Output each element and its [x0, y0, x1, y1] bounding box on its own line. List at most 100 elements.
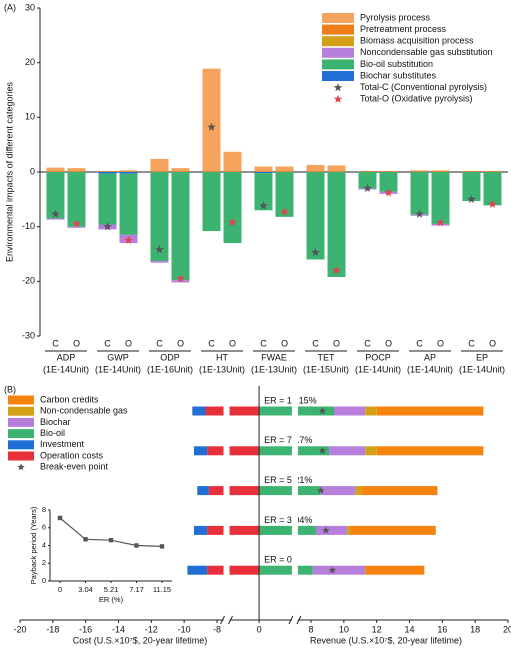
legend-label: Bio-oil: [40, 428, 65, 438]
total-marker: [384, 188, 393, 197]
bar-segment: [202, 172, 221, 232]
bar-label: C: [260, 338, 267, 348]
legend-swatch: [8, 440, 34, 450]
group-label: GWP: [107, 352, 129, 362]
y-tick-label: -20: [22, 276, 35, 286]
x-tick-label: -14: [112, 624, 125, 634]
legend-swatch: [322, 24, 354, 35]
bar-segment: [275, 172, 294, 217]
bar-segment: [462, 172, 481, 201]
bar-segment: [462, 170, 481, 172]
bar-segment: [358, 172, 377, 189]
group-unit: (1E-14Unit): [459, 364, 505, 374]
legend-swatch: [322, 13, 354, 23]
group-unit: (1E-16Unit): [147, 364, 193, 374]
panel-label: (A): [4, 2, 16, 12]
x-axis-title: Cost (U.S.×10⁷$, 20-year lifetime): [73, 635, 208, 645]
break-even-marker: [318, 407, 327, 415]
bar-label: C: [364, 338, 371, 348]
bar-segment: [223, 151, 242, 172]
legend-marker: [17, 463, 25, 471]
x-tick-label: 3.04: [78, 585, 93, 594]
group-unit: (1E-15Unit): [303, 364, 349, 374]
break-even-marker: [322, 526, 330, 534]
x-tick-label: 12: [372, 624, 382, 634]
x-tick-label: 18: [470, 624, 480, 634]
payback-point: [159, 544, 165, 549]
total-marker: [363, 183, 372, 192]
bar-segment: [379, 170, 398, 172]
axis-break-mark: [296, 615, 302, 625]
legend-label: Total-O (Oxidative pyrolysis): [360, 94, 473, 104]
x-tick-label: 14: [405, 624, 415, 634]
bar-segment: [259, 565, 313, 575]
bar-label: C: [156, 338, 163, 348]
bar-segment: [347, 525, 351, 535]
legend-swatch: [8, 395, 34, 405]
bar-segment: [410, 170, 429, 172]
bar-segment: [171, 280, 190, 283]
legend-label: Operation costs: [40, 450, 104, 460]
bar-segment: [98, 172, 117, 174]
inset-y-title: Payback period (Years): [29, 506, 38, 584]
bar-segment: [119, 173, 138, 235]
x-tick-label: -10: [178, 624, 191, 634]
bar-segment: [254, 172, 273, 174]
x-tick-label: 10: [339, 624, 349, 634]
legend-label: Pyrolysis process: [360, 12, 431, 22]
legend-marker: [333, 94, 343, 103]
bar-label: O: [229, 338, 236, 348]
bar-segment: [207, 446, 260, 456]
bar-segment: [329, 446, 366, 456]
total-marker: [103, 222, 112, 231]
bar-label: C: [104, 338, 111, 348]
y-tick-label: 30: [25, 2, 35, 12]
bar-segment: [431, 223, 450, 226]
bar-segment: [259, 486, 321, 496]
bar-label: O: [177, 338, 184, 348]
row-label: ER = 3.04%: [264, 515, 312, 525]
bar-segment: [193, 525, 208, 535]
legend-swatch: [8, 417, 34, 427]
total-marker: [415, 209, 424, 218]
bar-segment: [98, 170, 117, 172]
bar-segment: [376, 406, 484, 416]
payback-point: [108, 537, 114, 543]
legend-marker: [333, 83, 343, 92]
bar-segment: [119, 170, 138, 172]
bar-label: C: [52, 338, 59, 348]
bar-label: O: [385, 338, 392, 348]
bar-segment: [350, 525, 436, 535]
bar-segment: [46, 167, 65, 172]
bar-segment: [431, 170, 450, 172]
y-tick-label: 8: [42, 505, 46, 514]
bar-segment: [207, 525, 260, 535]
total-marker: [228, 217, 237, 226]
bar-segment: [358, 170, 377, 172]
bar-label: O: [73, 338, 80, 348]
group-unit: (1E-13Unit): [251, 364, 297, 374]
bar-segment: [119, 172, 138, 174]
bar-label: O: [437, 338, 444, 348]
axis-break-gap: [223, 386, 230, 622]
y-tick-label: 0: [30, 166, 35, 176]
bar-segment: [334, 406, 366, 416]
axis-break-gap: [291, 386, 298, 622]
bar-segment: [355, 486, 362, 496]
row-label: ER = 0: [264, 555, 292, 565]
legend-swatch: [322, 47, 354, 58]
bar-segment: [483, 170, 502, 172]
legend-swatch: [8, 429, 34, 439]
bar-segment: [327, 172, 346, 277]
bar-segment: [150, 158, 169, 172]
inset-x-title: ER (%): [99, 595, 124, 604]
bar-segment: [315, 525, 348, 535]
legend-swatch: [322, 71, 354, 81]
x-tick-label: 5.21: [104, 585, 119, 594]
legend-label: Bio-oil substitution: [360, 59, 433, 69]
legend-label: Break-even point: [40, 462, 109, 472]
group-label: AP: [424, 352, 436, 362]
bar-segment: [46, 172, 65, 219]
total-marker: [259, 201, 268, 210]
bar-segment: [361, 486, 438, 496]
